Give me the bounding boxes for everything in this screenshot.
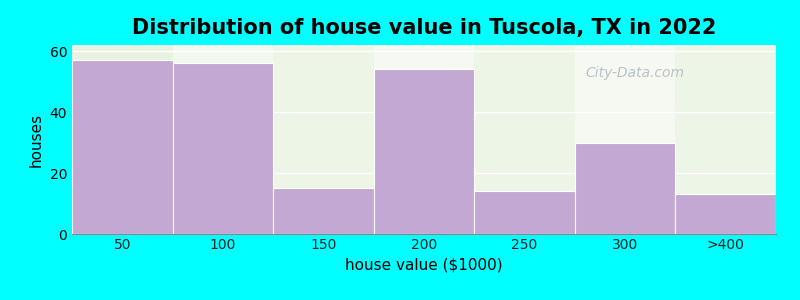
Y-axis label: houses: houses	[29, 112, 44, 166]
Bar	[675, 45, 776, 234]
Text: City-Data.com: City-Data.com	[586, 66, 685, 80]
Title: Distribution of house value in Tuscola, TX in 2022: Distribution of house value in Tuscola, …	[132, 18, 716, 38]
Bar	[474, 45, 575, 234]
Bar	[374, 69, 474, 234]
Bar	[72, 60, 173, 234]
Bar	[374, 45, 474, 234]
Bar	[575, 142, 675, 234]
Bar	[273, 188, 374, 234]
Bar	[575, 45, 675, 234]
FancyBboxPatch shape	[273, 45, 776, 234]
X-axis label: house value ($1000): house value ($1000)	[345, 258, 503, 273]
Bar	[474, 191, 575, 234]
Bar	[273, 45, 374, 234]
Bar	[72, 45, 173, 234]
Bar	[675, 194, 776, 234]
Bar	[173, 63, 273, 234]
Bar	[173, 45, 273, 234]
